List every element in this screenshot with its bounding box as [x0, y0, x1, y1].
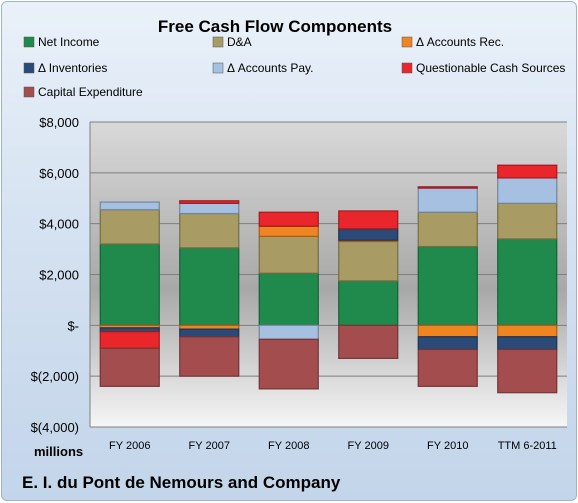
chart-title: Free Cash Flow Components	[158, 17, 392, 36]
bar-segment	[179, 328, 240, 338]
gridlines	[90, 121, 567, 428]
y-tick-label: $(4,000)	[31, 420, 79, 435]
company-name: E. I. du Pont de Nemours and Company	[22, 473, 341, 492]
legend-label: D&A	[227, 35, 252, 49]
bar-segment	[258, 235, 319, 274]
bar-segment	[99, 243, 160, 326]
y-tick-label: $8,000	[39, 115, 79, 130]
legend-label: Δ Accounts Rec.	[416, 35, 504, 49]
bar-segment	[497, 164, 558, 179]
bar-segment	[179, 336, 240, 377]
bar-segment	[338, 210, 399, 230]
bar-segment	[417, 336, 478, 351]
bar-segment	[497, 238, 558, 326]
bar-segment	[497, 348, 558, 394]
stacked-bars	[99, 164, 558, 394]
bar-segment	[99, 209, 160, 245]
bar-segment	[417, 324, 478, 338]
legend-swatch	[401, 62, 413, 74]
bar-segment	[338, 240, 399, 282]
bar-segment	[99, 347, 160, 387]
bar-segment	[417, 211, 478, 248]
bar-segment	[258, 225, 319, 237]
legend-swatch	[23, 62, 35, 74]
legend-swatch	[23, 86, 35, 98]
legend-label: Net Income	[38, 35, 100, 49]
bar-segment	[497, 177, 558, 204]
x-axis: FY 2006 FY 2007 FY 2008 FY 2009 FY 2010 TTM 6…	[109, 440, 557, 452]
bar-segment	[258, 338, 319, 390]
y-tick-label: $4,000	[39, 217, 79, 232]
bar-segment	[258, 324, 319, 340]
x-tick-label: FY 2008	[268, 440, 309, 452]
legend-swatch	[212, 62, 224, 74]
bar-segment	[497, 324, 558, 338]
bar-segment	[179, 202, 240, 215]
bar-segment	[338, 280, 399, 326]
bar-segment	[179, 212, 240, 249]
units-label: millions	[34, 444, 83, 459]
legend-label: Δ Inventories	[38, 61, 107, 75]
y-axis: $8,000 $6,000 $4,000 $2,000 $- $(2,000) $(4,00…	[31, 115, 91, 435]
legend-label: Capital Expenditure	[38, 85, 143, 99]
legend-swatch	[212, 36, 224, 48]
bar-segment	[338, 228, 399, 241]
y-tick-label: $2,000	[39, 268, 79, 283]
y-tick-label: $(2,000)	[31, 369, 79, 384]
bar-segment	[179, 247, 240, 326]
bar-segment	[497, 202, 558, 240]
bar-segment	[338, 324, 399, 359]
bar-segment	[99, 201, 160, 211]
bar-segment	[99, 331, 160, 349]
x-tick-label: FY 2006	[109, 440, 150, 452]
legend-label: Δ Accounts Pay.	[227, 61, 314, 75]
x-tick-label: FY 2007	[189, 440, 230, 452]
bar-segment	[417, 245, 478, 326]
bar-segment	[258, 211, 319, 227]
bar-segment	[179, 200, 240, 204]
bar-segment	[258, 272, 319, 326]
bar-segment	[417, 348, 478, 387]
legend-label: Questionable Cash Sources	[416, 61, 565, 75]
y-tick-label: $-	[67, 318, 79, 333]
bar-segment	[417, 187, 478, 213]
legend-swatch	[401, 36, 413, 48]
x-tick-label: TTM 6-2011	[498, 440, 557, 452]
x-tick-label: FY 2009	[348, 440, 389, 452]
chart-legend: Net Income D&A Δ Accounts Rec. Δ Inventorie…	[23, 35, 565, 99]
y-tick-label: $6,000	[39, 166, 79, 181]
bar-segment	[417, 186, 478, 189]
x-tick-label: FY 2010	[427, 440, 468, 452]
bar-segment	[497, 336, 558, 351]
legend-swatch	[23, 36, 35, 48]
